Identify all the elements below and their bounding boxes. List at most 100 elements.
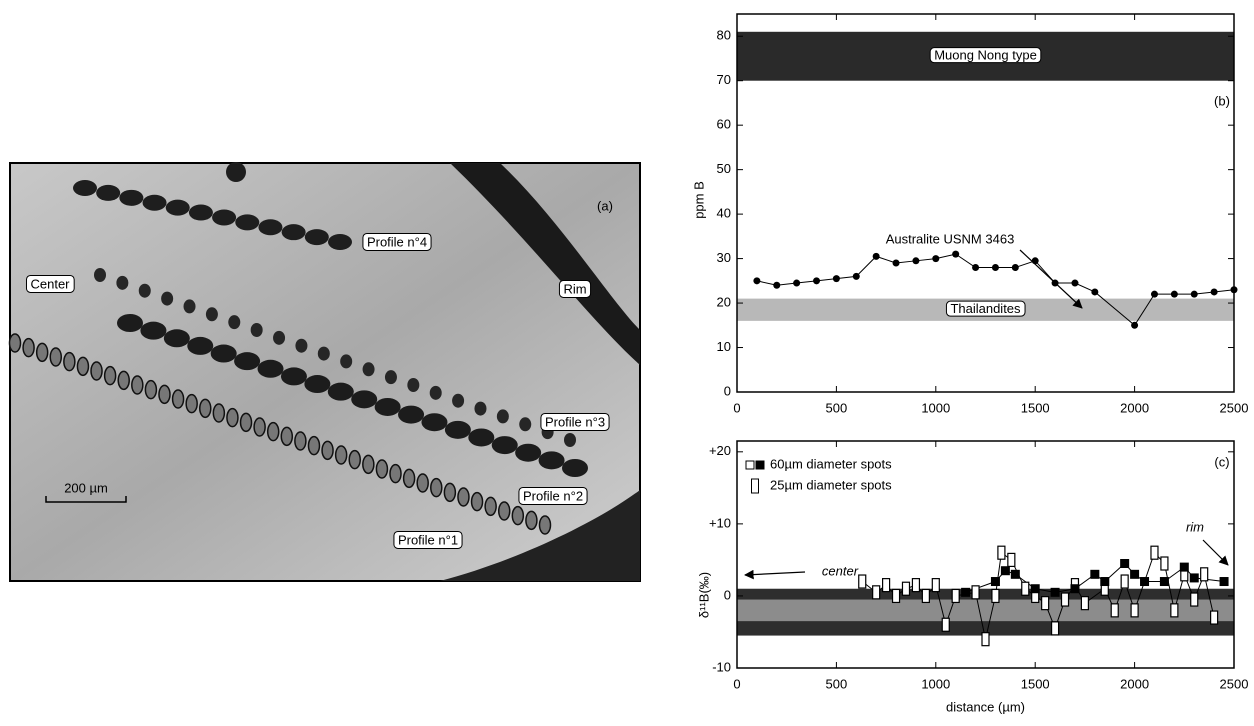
spot	[562, 459, 588, 477]
data-point	[1210, 610, 1219, 625]
legend-swatch	[751, 478, 759, 494]
data-point	[1070, 584, 1080, 594]
data-point	[941, 617, 950, 632]
spot	[212, 209, 237, 226]
x-tick-label: 0	[733, 676, 740, 691]
spot	[538, 451, 565, 470]
data-point	[1110, 603, 1119, 618]
spot	[511, 505, 525, 526]
rim-edge	[450, 163, 640, 365]
data-point	[1050, 621, 1060, 636]
spot	[362, 362, 375, 377]
data-point	[1030, 584, 1040, 594]
data-point	[1011, 263, 1019, 271]
y-tick-label: 40	[717, 206, 731, 221]
data-point	[931, 578, 940, 593]
spot	[73, 180, 97, 196]
series-line	[965, 562, 1225, 593]
spot	[457, 487, 470, 507]
data-point	[952, 250, 960, 258]
spot	[484, 496, 497, 517]
photo-panel: (a) Center Rim Profile n°4 Profile n°3 Profil…	[8, 162, 641, 582]
spot	[321, 440, 334, 461]
legend-label: 25µm diameter spots	[770, 477, 892, 492]
x-tick-label: 500	[826, 676, 848, 691]
spot	[525, 510, 538, 531]
legend-label: 60µm diameter spots	[770, 456, 892, 471]
spot	[389, 463, 402, 484]
spot	[171, 389, 185, 409]
spot	[317, 346, 330, 361]
data-point	[753, 277, 761, 285]
photo-label: Profile n°2	[523, 488, 583, 503]
y-tick-label: 0	[724, 383, 731, 398]
spot	[257, 359, 284, 378]
data-point	[1010, 569, 1020, 579]
label-box	[25, 274, 75, 293]
x-tick-label: 2500	[1220, 400, 1249, 415]
x-tick-label: 0	[733, 400, 740, 415]
spot	[117, 370, 130, 391]
spot	[375, 459, 389, 479]
data-point	[1190, 592, 1199, 607]
data-point	[991, 263, 999, 271]
spot	[226, 407, 239, 428]
spot	[185, 393, 198, 414]
label-box	[393, 530, 463, 549]
data-point	[911, 578, 921, 593]
data-point	[1200, 567, 1209, 582]
data-point	[1100, 577, 1110, 587]
data-point	[1050, 587, 1060, 597]
spot	[94, 268, 106, 282]
spot	[327, 382, 354, 401]
data-point	[991, 588, 1000, 604]
data-point	[971, 585, 980, 600]
data-point	[1130, 603, 1139, 618]
spot	[258, 219, 283, 236]
spot	[474, 401, 487, 416]
photo-label: Rim	[563, 281, 586, 296]
plot-frame	[736, 440, 1235, 669]
data-point	[872, 252, 880, 260]
spot	[138, 283, 151, 298]
y-tick-label: -10	[712, 659, 731, 674]
data-point	[1071, 279, 1079, 287]
spot	[470, 491, 484, 512]
y-tick-label: 30	[717, 250, 731, 265]
spot	[374, 397, 401, 416]
data-point	[981, 632, 990, 647]
data-point	[997, 545, 1006, 560]
panel-label: (c)	[1214, 454, 1229, 469]
annotation-arrow	[1202, 539, 1229, 566]
spot	[234, 352, 261, 371]
label-box	[362, 232, 432, 251]
data-point	[972, 263, 980, 271]
y-tick-label: 0	[724, 587, 731, 602]
data-point	[1170, 290, 1178, 298]
x-tick-label: 1500	[1021, 676, 1050, 691]
data-point	[1189, 573, 1199, 583]
spot	[76, 356, 90, 377]
rim-corner	[440, 490, 640, 581]
spot	[205, 307, 218, 322]
data-point	[813, 277, 821, 285]
photo-label: Center	[30, 276, 70, 291]
x-tick-label: 2000	[1120, 400, 1149, 415]
spot	[117, 314, 143, 332]
data-point	[1007, 552, 1016, 568]
spot	[328, 234, 352, 250]
panel-label: (b)	[1214, 93, 1230, 108]
data-point	[932, 255, 940, 263]
spot	[116, 275, 129, 290]
spot	[103, 365, 117, 386]
spot	[212, 403, 226, 423]
data-point	[921, 588, 930, 604]
spot	[140, 321, 167, 340]
spot	[334, 445, 348, 465]
data-point	[951, 588, 960, 604]
band	[737, 599, 1234, 622]
spot	[188, 204, 213, 221]
spot	[304, 375, 331, 394]
data-point	[1131, 321, 1139, 329]
